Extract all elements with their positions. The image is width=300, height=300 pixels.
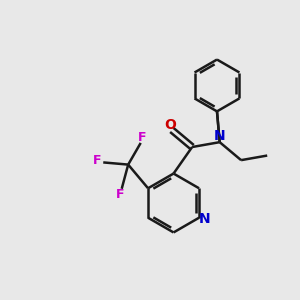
Text: N: N (199, 212, 210, 226)
Text: N: N (214, 129, 226, 143)
Text: F: F (138, 131, 146, 144)
Text: F: F (93, 154, 102, 167)
Text: O: O (164, 118, 176, 132)
Text: F: F (116, 188, 124, 201)
